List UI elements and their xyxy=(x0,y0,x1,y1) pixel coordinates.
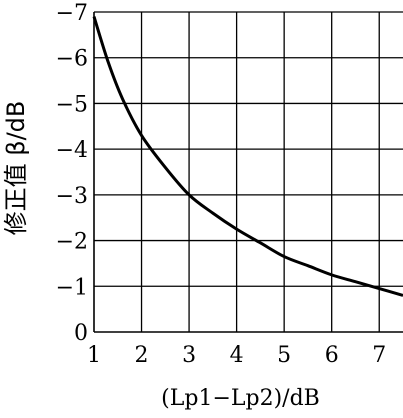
y-tick-label: −2 xyxy=(56,230,88,255)
x-tick-label: 5 xyxy=(277,343,291,368)
axes xyxy=(93,12,403,333)
x-tick-label: 6 xyxy=(325,343,339,368)
y-tick-label: −5 xyxy=(56,92,88,117)
series-line xyxy=(92,16,403,297)
x-tick-label: 2 xyxy=(135,343,149,368)
x-tick-label: 4 xyxy=(230,343,244,368)
grid xyxy=(94,11,403,332)
y-tick-label: −6 xyxy=(56,47,88,72)
y-tick-label: 0 xyxy=(74,321,88,346)
y-tick-label: −3 xyxy=(56,184,88,209)
x-tick-label: 3 xyxy=(182,343,196,368)
y-tick-labels: −7 −6 −5 −4 −3 −2 −1 0 xyxy=(56,1,88,346)
y-axis-label: 修正值 β/dB xyxy=(2,101,30,236)
y-tick-label: −1 xyxy=(56,275,88,300)
x-axis-label: (Lp1−Lp2)/dB xyxy=(161,386,320,411)
y-tick-label: −7 xyxy=(56,1,88,26)
x-tick-label: 1 xyxy=(87,343,101,368)
x-tick-label: 7 xyxy=(372,343,386,368)
x-tick-labels: 1 2 3 4 5 6 7 xyxy=(87,343,386,368)
y-tick-label: −4 xyxy=(56,138,88,163)
curve-layer xyxy=(92,16,403,297)
